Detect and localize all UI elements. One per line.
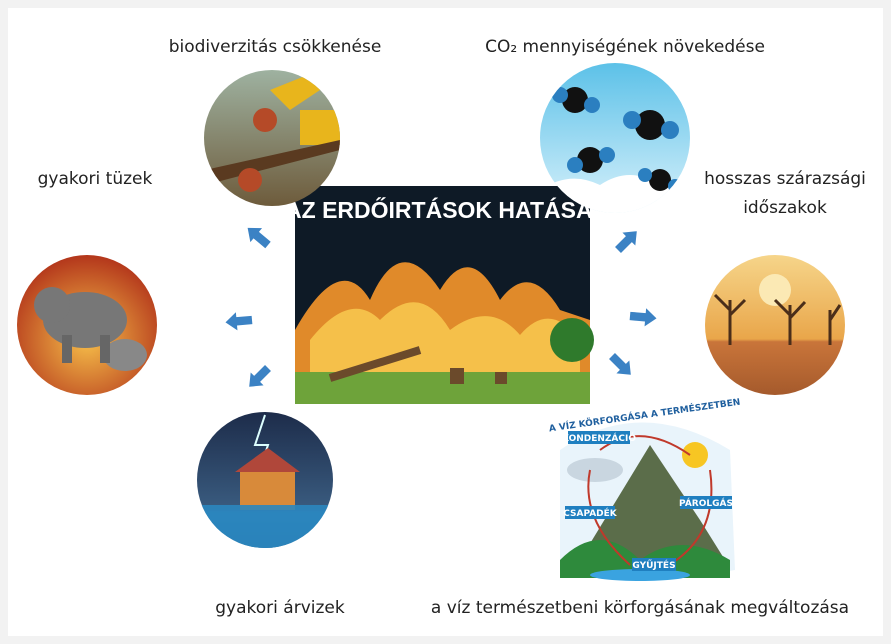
step-label: KONDENZÁCIÓ — [562, 432, 636, 444]
drought-image — [705, 255, 845, 395]
node-label: a víz természetbeni körforgásának megvál… — [431, 598, 849, 618]
floods-image — [197, 412, 333, 548]
center-title: AZ ERDŐIRTÁSOK HATÁSAI — [285, 196, 599, 223]
node-label: hosszas szárazsági — [704, 169, 866, 189]
fires-image — [17, 255, 157, 395]
water-cycle-image: A VÍZ KÖRFORGÁSA A TERMÉSZETBEN KONDENZÁ… — [548, 396, 741, 581]
step-label: PÁROLGÁS — [679, 497, 733, 509]
node-label: gyakori árvizek — [215, 598, 345, 618]
co2-image — [540, 63, 690, 213]
node-label: biodiverzitás csökkenése — [169, 37, 382, 57]
node-label: időszakok — [743, 198, 827, 218]
center-image: AZ ERDŐIRTÁSOK HATÁSAI — [285, 186, 599, 404]
step-label: CSAPADÉK — [563, 507, 618, 519]
step-label: GYŰJTÉS — [632, 559, 675, 571]
node-label: gyakori tüzek — [38, 169, 153, 189]
node-label: CO₂ mennyiségének növekedése — [485, 37, 765, 57]
